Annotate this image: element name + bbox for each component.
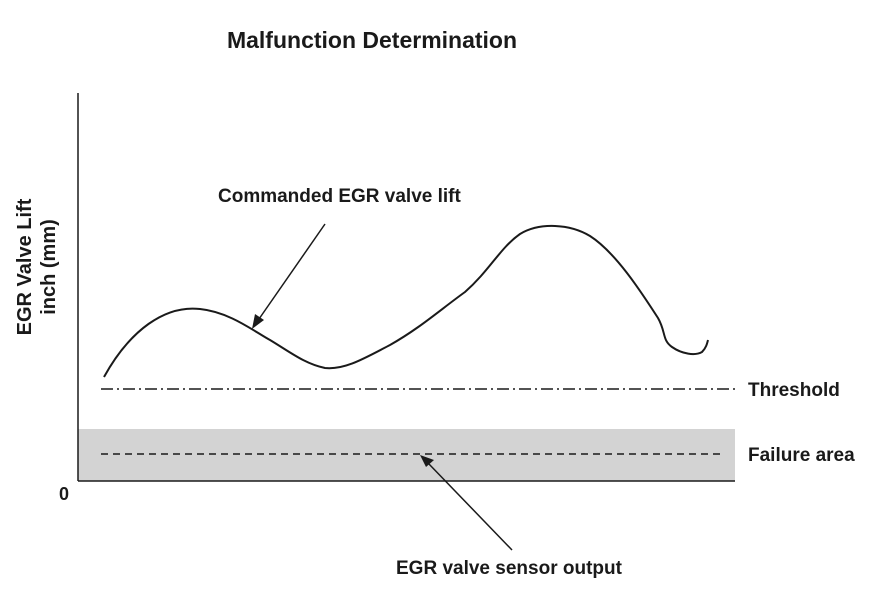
threshold-label: Threshold <box>748 380 840 401</box>
failure-area-label: Failure area <box>748 445 855 466</box>
commanded-label: Commanded EGR valve lift <box>218 186 462 207</box>
commanded-lift-curve <box>103 224 709 378</box>
failure-area-band <box>78 429 735 481</box>
commanded-arrow-shaft <box>258 223 326 320</box>
sensor-arrow-shaft <box>427 462 513 551</box>
origin-label: 0 <box>59 484 69 504</box>
sensor-output-label: EGR valve sensor output <box>396 558 623 579</box>
diagram-title: Malfunction Determination <box>227 27 517 53</box>
sensor-arrow-head <box>420 455 434 467</box>
commanded-arrow-head <box>252 314 264 329</box>
y-axis-label-line2: inch (mm) <box>38 219 60 315</box>
y-axis-label-line1: EGR Valve Lift <box>14 198 36 335</box>
